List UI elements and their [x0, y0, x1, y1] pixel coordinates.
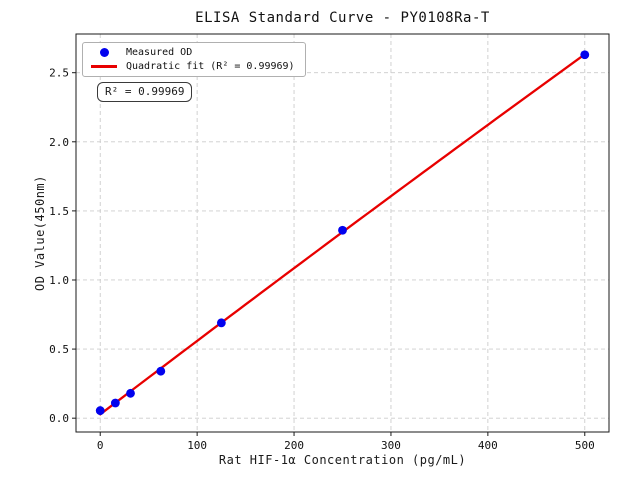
- plot-border: [75, 33, 610, 433]
- legend-marker-cell: [89, 65, 119, 68]
- legend: Measured OD Quadratic fit (R² = 0.99969): [82, 42, 306, 77]
- data-point: [95, 406, 105, 415]
- scatter-dot-icon: [99, 48, 109, 57]
- y-axis-label: OD Value(450nm): [33, 175, 47, 291]
- legend-item-quadratic-fit: Quadratic fit (R² = 0.99969): [89, 61, 295, 72]
- legend-label-quadratic-fit: Quadratic fit (R² = 0.99969): [126, 61, 295, 72]
- y-tick-label: 2.0: [49, 136, 69, 149]
- x-axis-label: Rat HIF-1α Concentration (pg/mL): [218, 453, 467, 467]
- x-tick-label: 500: [575, 439, 595, 452]
- data-point: [216, 318, 226, 328]
- y-tick-label: 1.5: [49, 205, 69, 218]
- data-point: [338, 225, 347, 235]
- y-tick-label: 2.5: [49, 67, 69, 80]
- x-tick-label: 200: [284, 439, 304, 452]
- data-point: [156, 366, 166, 376]
- legend-label-measured-od: Measured OD: [126, 47, 193, 58]
- data-point: [126, 388, 135, 398]
- r-squared-annotation: R² = 0.99969: [97, 82, 193, 102]
- y-tick-label: 1.0: [49, 274, 69, 287]
- data-point: [580, 50, 590, 60]
- y-tick-label: 0.0: [49, 412, 69, 425]
- x-tick-label: 0: [97, 439, 104, 452]
- chart-title: ELISA Standard Curve - PY0108Ra-T: [195, 10, 490, 26]
- fit-line-icon: [91, 65, 117, 68]
- data-point: [110, 398, 120, 408]
- x-tick-label: 400: [478, 439, 498, 452]
- x-tick-label: 300: [381, 439, 401, 452]
- legend-item-measured-od: Measured OD: [89, 47, 295, 58]
- legend-marker-cell: [89, 48, 119, 57]
- y-tick-label: 0.5: [49, 343, 69, 356]
- x-tick-label: 100: [187, 439, 207, 452]
